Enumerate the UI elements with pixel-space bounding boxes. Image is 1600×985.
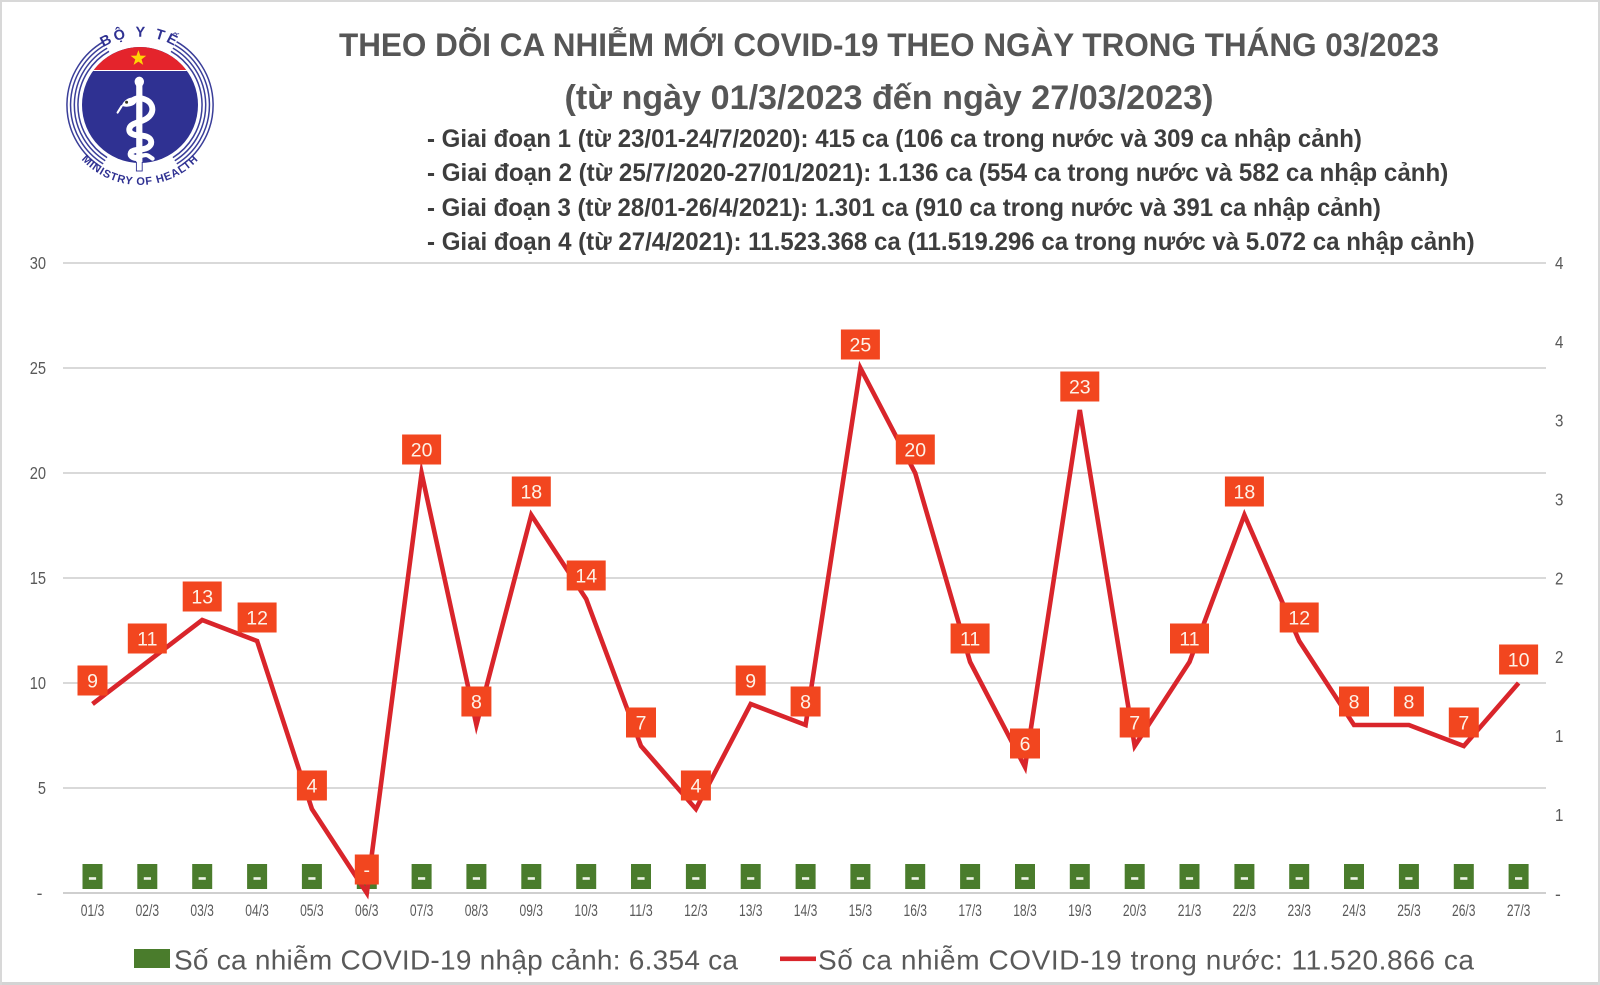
- svg-text:7: 7: [1129, 713, 1140, 735]
- svg-text:20: 20: [30, 463, 47, 483]
- svg-text:18: 18: [520, 482, 542, 504]
- svg-text:2: 2: [1555, 568, 1563, 588]
- svg-text:25/3: 25/3: [1397, 901, 1421, 920]
- svg-text:23: 23: [1069, 377, 1091, 399]
- svg-text:21/3: 21/3: [1178, 901, 1202, 920]
- svg-text:4: 4: [306, 776, 317, 798]
- svg-text:1: 1: [1555, 726, 1563, 746]
- svg-text:-: -: [1555, 884, 1561, 904]
- svg-text:13/3: 13/3: [739, 901, 763, 920]
- svg-text:-: -: [37, 883, 43, 903]
- svg-text:14: 14: [575, 566, 597, 588]
- svg-text:15: 15: [30, 568, 46, 588]
- svg-text:26/3: 26/3: [1452, 901, 1476, 920]
- svg-text:03/3: 03/3: [190, 901, 214, 920]
- svg-text:9: 9: [87, 671, 98, 693]
- svg-text:7: 7: [636, 713, 647, 735]
- svg-text:13: 13: [191, 587, 213, 609]
- svg-text:27/3: 27/3: [1507, 901, 1531, 920]
- svg-text:2: 2: [1555, 647, 1563, 667]
- svg-text:10/3: 10/3: [574, 901, 598, 920]
- svg-text:19/3: 19/3: [1068, 901, 1092, 920]
- svg-text:1: 1: [1555, 805, 1563, 825]
- svg-text:11: 11: [1179, 629, 1199, 651]
- svg-text:11/3: 11/3: [629, 901, 653, 920]
- svg-text:9: 9: [745, 671, 756, 693]
- svg-text:6: 6: [1020, 734, 1031, 756]
- svg-text:8: 8: [1403, 692, 1414, 714]
- svg-text:06/3: 06/3: [355, 901, 379, 920]
- svg-text:22/3: 22/3: [1233, 901, 1257, 920]
- svg-text:Số ca nhiễm COVID-19 trong nướ: Số ca nhiễm COVID-19 trong nước: 11.520.…: [818, 945, 1474, 976]
- svg-text:8: 8: [471, 692, 482, 714]
- svg-text:07/3: 07/3: [410, 901, 434, 920]
- svg-text:04/3: 04/3: [245, 901, 268, 920]
- svg-text:09/3: 09/3: [520, 901, 544, 920]
- svg-text:12: 12: [246, 608, 268, 630]
- svg-text:-: -: [364, 860, 371, 882]
- svg-text:08/3: 08/3: [465, 901, 489, 920]
- svg-text:12: 12: [1288, 608, 1310, 630]
- svg-text:02/3: 02/3: [136, 901, 160, 920]
- svg-text:4: 4: [1555, 332, 1564, 352]
- svg-text:14/3: 14/3: [794, 901, 818, 920]
- svg-text:25: 25: [30, 358, 46, 378]
- svg-text:5: 5: [38, 778, 46, 798]
- svg-text:05/3: 05/3: [300, 901, 324, 920]
- svg-text:18/3: 18/3: [1013, 901, 1036, 920]
- svg-text:16/3: 16/3: [904, 901, 928, 920]
- svg-text:3: 3: [1555, 490, 1563, 510]
- svg-text:4: 4: [690, 776, 701, 798]
- svg-text:25: 25: [850, 335, 872, 357]
- svg-text:24/3: 24/3: [1342, 901, 1366, 920]
- svg-text:BỘ Y TẾ: BỘ Y TẾ: [98, 24, 183, 51]
- svg-text:30: 30: [30, 253, 47, 273]
- svg-text:7: 7: [1458, 713, 1469, 735]
- svg-text:12/3: 12/3: [684, 901, 708, 920]
- svg-text:10: 10: [1508, 650, 1530, 672]
- svg-text:11: 11: [960, 629, 980, 651]
- svg-text:8: 8: [800, 692, 811, 714]
- svg-text:23/3: 23/3: [1288, 901, 1312, 920]
- svg-text:10: 10: [30, 673, 47, 693]
- svg-text:Số ca nhiễm COVID-19 nhập cảnh: Số ca nhiễm COVID-19 nhập cảnh: 6.354 ca: [174, 945, 738, 976]
- svg-text:20: 20: [904, 440, 926, 462]
- svg-text:4: 4: [1555, 253, 1564, 273]
- svg-text:15/3: 15/3: [849, 901, 873, 920]
- svg-text:01/3: 01/3: [81, 901, 105, 920]
- svg-text:20/3: 20/3: [1123, 901, 1147, 920]
- svg-text:20: 20: [411, 440, 433, 462]
- svg-text:3: 3: [1555, 411, 1563, 431]
- svg-text:11: 11: [137, 629, 157, 651]
- svg-text:18: 18: [1234, 482, 1256, 504]
- svg-text:8: 8: [1349, 692, 1360, 714]
- svg-text:17/3: 17/3: [958, 901, 982, 920]
